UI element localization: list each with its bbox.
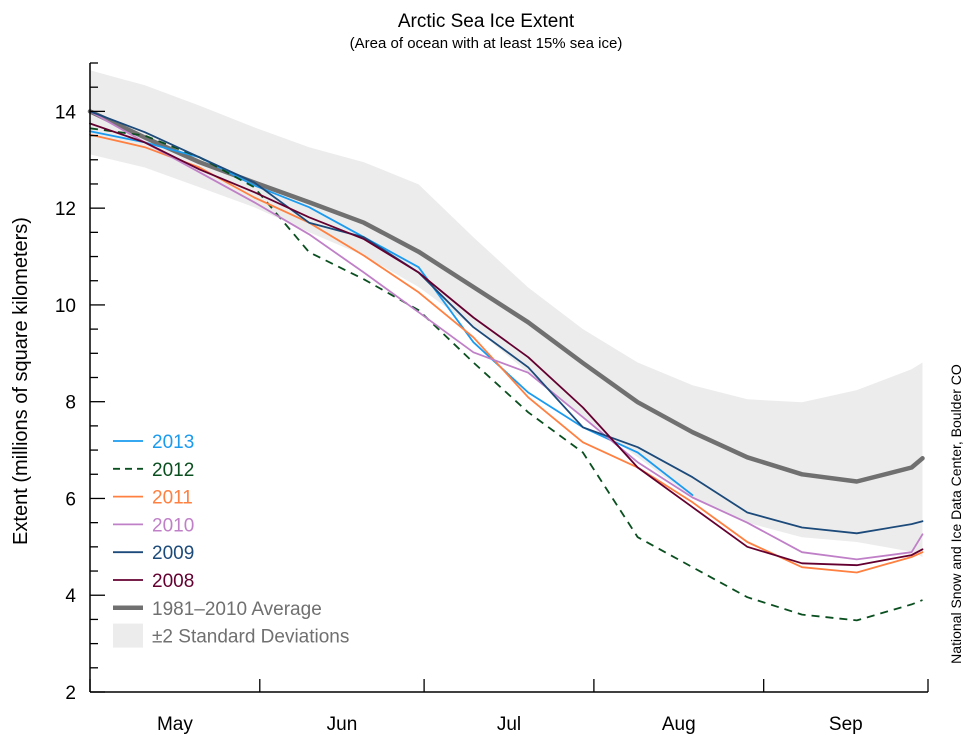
legend-label: 2010 xyxy=(152,515,194,536)
legend-label: 2009 xyxy=(152,543,194,564)
x-tick-label: May xyxy=(157,714,193,735)
x-tick-label: Aug xyxy=(662,714,696,735)
y-tick-label: 14 xyxy=(55,102,77,123)
series-line-2009 xyxy=(89,110,924,535)
legend-label: 2011 xyxy=(152,488,193,509)
legend: 2013 2012 2011 2010 2009 2008 1981–2010 Averag… xyxy=(113,432,349,648)
chart-title: Arctic Sea Ice Extent xyxy=(398,11,575,32)
std-dev-band-layer xyxy=(90,70,923,558)
y-tick-label: 8 xyxy=(65,393,76,414)
y-tick-label: 6 xyxy=(65,489,76,510)
series-line-2011 xyxy=(89,133,924,574)
x-tick-label: Sep xyxy=(829,714,863,735)
series-line-2010 xyxy=(89,110,924,561)
credit-text: National Snow and Ice Data Center, Bould… xyxy=(948,364,964,664)
legend-label: 2012 xyxy=(152,460,194,481)
series-line-2008 xyxy=(89,122,924,567)
legend-label: 2008 xyxy=(152,571,194,592)
y-axis-label: Extent (millions of square kilometers) xyxy=(10,217,32,545)
series-layer xyxy=(87,109,925,622)
y-tick-label: 4 xyxy=(65,586,76,607)
axes: 2 4 6 8 10 12 14 May Jun Jul Aug Sep xyxy=(55,62,929,735)
legend-label: 1981–2010 Average xyxy=(152,599,322,620)
y-tick-label: 10 xyxy=(55,296,76,317)
y-tick-label: 2 xyxy=(65,683,76,704)
x-tick-label: Jul xyxy=(497,714,521,735)
legend-band-swatch xyxy=(113,623,143,648)
x-tick-label: Jun xyxy=(327,714,358,735)
series-line-2012 xyxy=(89,127,923,622)
chart-subtitle: (Area of ocean with at least 15% sea ice… xyxy=(350,35,623,52)
std-dev-band xyxy=(90,70,923,558)
y-tick-label: 12 xyxy=(55,199,76,220)
legend-label: 2013 xyxy=(152,432,194,453)
legend-label: ±2 Standard Deviations xyxy=(152,627,349,648)
